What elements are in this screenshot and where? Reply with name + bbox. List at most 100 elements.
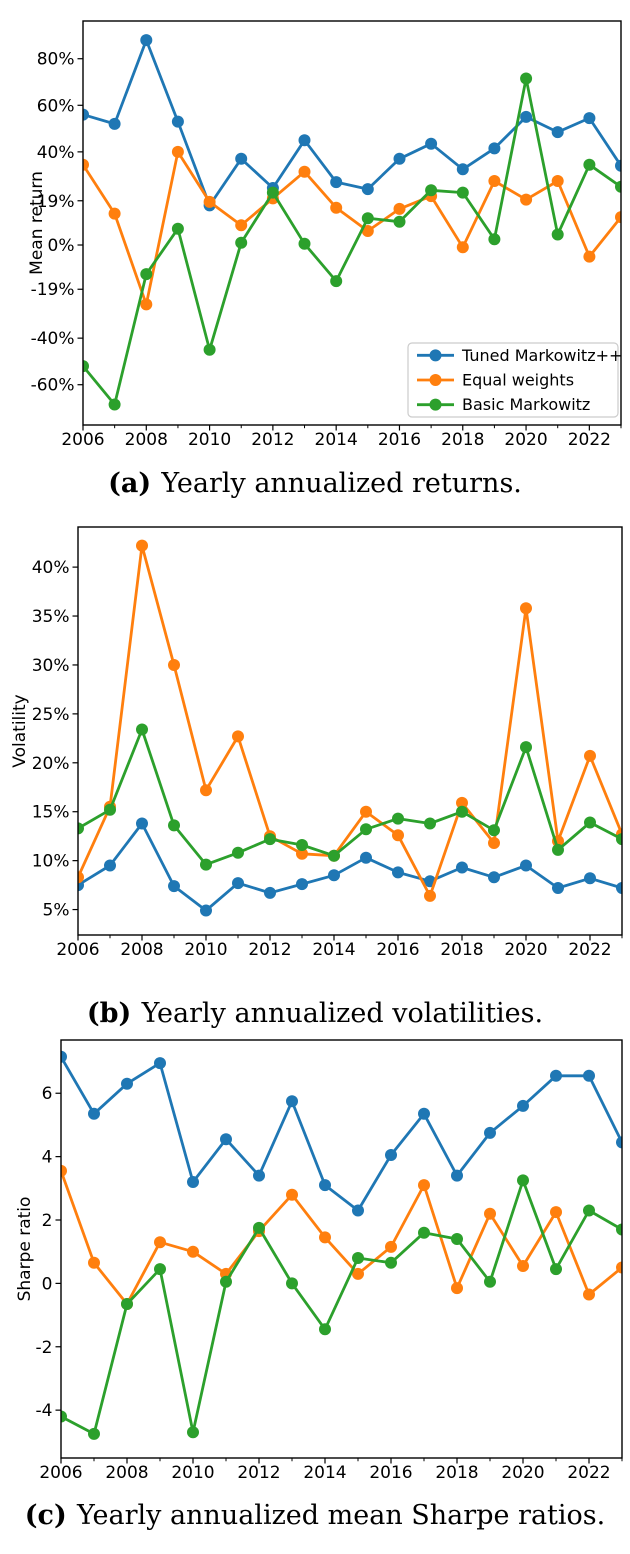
data-point xyxy=(418,1226,430,1239)
data-point xyxy=(83,108,89,121)
x-tick-label: 2020 xyxy=(504,430,547,450)
data-point xyxy=(392,866,404,879)
data-point xyxy=(488,233,501,246)
data-point xyxy=(385,1149,397,1161)
data-point xyxy=(296,839,308,851)
data-point xyxy=(266,186,279,199)
series-basic-markowitz xyxy=(83,72,621,411)
y-tick-label: -2 xyxy=(36,1338,53,1358)
data-point xyxy=(583,1288,595,1301)
data-point xyxy=(550,1206,562,1219)
data-point xyxy=(253,1221,265,1234)
data-point xyxy=(83,360,89,373)
data-point xyxy=(136,539,148,552)
data-point xyxy=(78,871,84,884)
x-axis: 2006 2008 2010 2012 2014 2016 2018 2020 2022 xyxy=(39,1458,623,1483)
series-tuned-markowitz xyxy=(78,817,622,917)
data-point xyxy=(232,730,244,743)
y-tick-label: 40% xyxy=(37,143,75,163)
data-point xyxy=(418,1107,430,1120)
legend-item-equal-weights: Equal weights xyxy=(417,371,574,390)
caption-c-tag: (c) xyxy=(24,1500,67,1531)
x-tick-label: 2008 xyxy=(105,1463,148,1483)
returns-chart: 80% 60% 40% 19% 0% -19% -40% -60% Mean return 200… xyxy=(27,20,622,450)
data-point xyxy=(361,225,374,237)
data-point xyxy=(551,175,564,187)
series-tuned-markowitz xyxy=(83,34,621,212)
data-point xyxy=(140,298,153,311)
data-point xyxy=(456,861,468,874)
y-tick-label: 60% xyxy=(37,96,75,116)
data-point xyxy=(551,228,564,241)
data-point xyxy=(171,145,184,158)
data-point xyxy=(424,817,436,830)
series-line xyxy=(78,544,622,898)
data-point xyxy=(154,1236,166,1249)
data-point xyxy=(88,1427,100,1440)
y-tick-label: 19% xyxy=(37,192,75,212)
data-point xyxy=(550,1263,562,1276)
sharpe-chart: 6 4 2 0 -2 -4 Sharpe ratio 2006 2008 2010 2012 2014… xyxy=(15,1039,623,1483)
data-point xyxy=(235,236,248,249)
series-line xyxy=(78,728,622,867)
data-point xyxy=(264,886,276,899)
data-point xyxy=(520,110,533,123)
data-point xyxy=(319,1323,331,1336)
data-point xyxy=(220,1133,232,1146)
data-point xyxy=(108,398,121,411)
data-point xyxy=(615,159,621,172)
data-point xyxy=(200,784,212,797)
data-point xyxy=(425,184,438,197)
data-point xyxy=(616,833,622,846)
plot-border xyxy=(82,20,622,426)
data-point xyxy=(616,1223,622,1236)
data-point xyxy=(140,268,153,281)
data-point xyxy=(104,859,116,872)
data-point xyxy=(319,1231,331,1244)
data-point xyxy=(264,833,276,846)
data-point xyxy=(330,176,343,189)
data-point xyxy=(583,112,596,125)
data-point xyxy=(121,1077,133,1090)
series-equal-weights xyxy=(83,145,621,311)
series-line xyxy=(61,1178,622,1436)
data-point xyxy=(451,1282,463,1295)
x-tick-label: 2010 xyxy=(188,430,231,450)
data-point xyxy=(61,1050,67,1063)
y-tick-label: 6 xyxy=(42,1084,53,1104)
data-point xyxy=(203,343,216,356)
data-point xyxy=(168,880,180,893)
data-point xyxy=(360,823,372,836)
data-point xyxy=(296,878,308,891)
data-point xyxy=(88,1256,100,1269)
data-point xyxy=(488,142,501,155)
data-point xyxy=(583,158,596,171)
data-point xyxy=(298,237,311,250)
data-point xyxy=(187,1245,199,1258)
data-point xyxy=(517,1099,529,1112)
series-basic-markowitz xyxy=(78,723,622,871)
legend-box xyxy=(407,342,619,418)
data-point xyxy=(235,152,248,165)
data-point xyxy=(361,183,374,196)
data-point xyxy=(392,812,404,825)
data-point xyxy=(328,869,340,882)
x-tick-label: 2012 xyxy=(251,430,294,450)
data-point xyxy=(171,115,184,128)
x-tick-label: 2012 xyxy=(237,1463,280,1483)
x-axis: 2006 2008 2010 2012 2014 2016 2018 2020 2022 xyxy=(61,425,622,450)
y-tick-label: 10% xyxy=(32,852,70,872)
data-point xyxy=(108,117,121,130)
legend-marker-icon xyxy=(429,349,442,362)
data-point xyxy=(392,829,404,842)
data-point xyxy=(424,889,436,902)
caption-c-text: Yearly annualized mean Sharpe ratios. xyxy=(77,1500,606,1531)
data-point xyxy=(451,1233,463,1245)
x-tick-label: 2020 xyxy=(504,940,547,960)
data-point xyxy=(200,904,212,917)
series-line xyxy=(83,150,621,306)
x-tick-label: 2008 xyxy=(125,430,168,450)
data-point xyxy=(456,241,469,254)
data-point xyxy=(136,723,148,736)
